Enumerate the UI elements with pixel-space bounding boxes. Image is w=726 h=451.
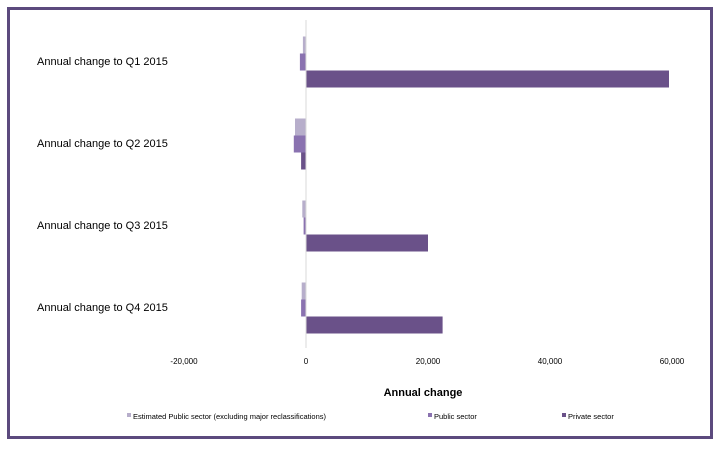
x-tick-label: 20,000: [416, 357, 441, 366]
bar-estimated-public-q1: [302, 36, 306, 54]
legend: Estimated Public sector (excluding major…: [127, 412, 614, 421]
legend-swatch-private: [562, 413, 566, 417]
bar-private-q1: [306, 70, 669, 88]
x-tick-label: 0: [304, 357, 309, 366]
category-label-q4: Annual change to Q4 2015: [37, 302, 168, 314]
x-tick-label: -20,000: [170, 357, 198, 366]
legend-label-estimated: Estimated Public sector (excluding major…: [133, 412, 326, 421]
x-axis-ticks: -20,000 0 20,000 40,000 60,000: [170, 357, 684, 366]
bar-estimated-public-q2: [295, 118, 306, 136]
legend-swatch-estimated: [127, 413, 131, 417]
bar-marks: [293, 36, 669, 334]
legend-label-public: Public sector: [434, 412, 477, 421]
legend-label-private: Private sector: [568, 412, 614, 421]
bar-public-q2: [293, 135, 306, 153]
bar-estimated-public-q3: [302, 200, 306, 218]
x-tick-label: 40,000: [538, 357, 563, 366]
bar-public-q4: [301, 299, 306, 317]
category-label-q2: Annual change to Q2 2015: [37, 138, 168, 150]
category-labels: Annual change to Q1 2015 Annual change t…: [37, 56, 168, 314]
bar-private-q3: [306, 234, 428, 252]
bar-public-q1: [299, 53, 306, 71]
bar-public-q3: [303, 217, 306, 235]
category-label-q1: Annual change to Q1 2015: [37, 56, 168, 68]
category-label-q3: Annual change to Q3 2015: [37, 220, 168, 232]
bar-private-q2: [301, 152, 306, 170]
x-tick-label: 60,000: [660, 357, 685, 366]
x-axis-title: Annual change: [384, 387, 463, 399]
legend-swatch-public: [428, 413, 432, 417]
bar-estimated-public-q4: [301, 282, 306, 300]
bar-private-q4: [306, 316, 443, 334]
